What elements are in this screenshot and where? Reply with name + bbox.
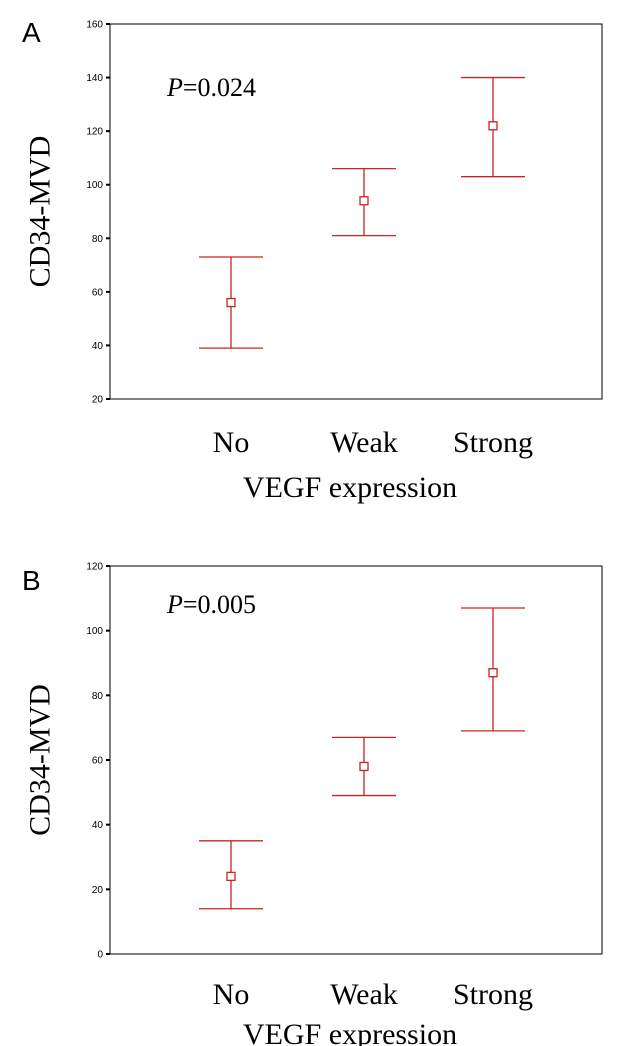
y-axis-label: CD34-MVD: [24, 684, 57, 836]
x-category-label: Weak: [330, 426, 398, 459]
mean-marker: [488, 668, 498, 678]
p-value-annotation: P=0.024: [166, 73, 256, 102]
x-category-label: Weak: [330, 978, 398, 1011]
chart-panel-a: A 20 40 60 80 100 120 140 160 CD34-MVD P=0.024 No We…: [22, 17, 603, 504]
p-value-number: =0.024: [183, 73, 256, 102]
p-value-symbol: P: [166, 590, 183, 619]
mean-marker: [488, 121, 498, 131]
error-bar-no: [199, 840, 263, 910]
p-value-annotation: P=0.005: [166, 590, 256, 619]
mean-marker: [226, 871, 236, 882]
y-axis-label: CD34-MVD: [24, 136, 57, 288]
y-tick-label: 40: [92, 341, 104, 352]
x-category-label: Strong: [453, 978, 533, 1011]
mean-marker: [359, 761, 369, 772]
y-tick-label: 20: [92, 885, 104, 896]
error-bar-no: [199, 256, 263, 349]
x-category-label: Strong: [453, 426, 533, 459]
y-tick-label: 120: [86, 562, 103, 573]
y-tick-label: 60: [92, 287, 104, 298]
y-tick-label: 100: [86, 180, 103, 191]
y-tick-label: 0: [97, 950, 103, 961]
y-tick-label: 60: [92, 756, 104, 767]
x-axis-label: VEGF expression: [243, 1018, 457, 1046]
y-tick-label: 80: [92, 234, 104, 245]
panel-label: A: [22, 17, 41, 48]
mean-marker: [359, 196, 369, 206]
mean-marker: [226, 297, 236, 308]
plot-frame: [109, 23, 603, 400]
error-bar-weak: [332, 736, 396, 797]
chart-panel-b: B 0 20 40 60 80 100 120 CD34-MVD P=0.005 No Weak Str…: [22, 562, 603, 1046]
y-tick-label: 140: [86, 73, 103, 84]
p-value-number: =0.005: [183, 590, 256, 619]
error-bar-strong: [461, 76, 525, 178]
y-tick-label: 160: [86, 20, 103, 31]
error-bar-weak: [332, 167, 396, 237]
y-tick-label: 20: [92, 395, 104, 406]
y-tick-label: 40: [92, 820, 104, 831]
y-tick-label: 80: [92, 691, 104, 702]
error-bar-strong: [461, 607, 525, 732]
y-tick-label: 120: [86, 127, 103, 138]
plot-frame: [109, 565, 603, 955]
x-category-label: No: [213, 978, 250, 1011]
x-category-label: No: [213, 426, 250, 459]
y-tick-label: 100: [86, 626, 103, 637]
p-value-symbol: P: [166, 73, 183, 102]
panel-label: B: [22, 565, 41, 596]
x-axis-label: VEGF expression: [243, 471, 457, 504]
